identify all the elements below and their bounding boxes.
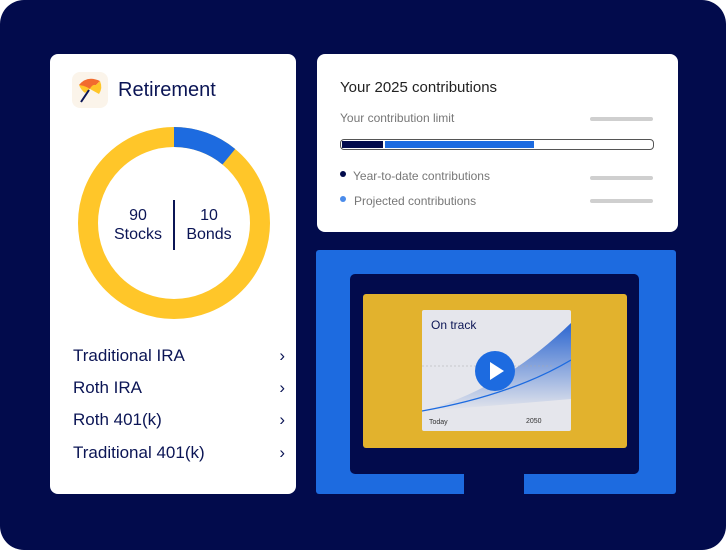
placeholder-value [590,199,653,203]
play-button[interactable] [475,351,515,391]
placeholder-value [590,176,653,180]
ytd-legend-dot [340,171,346,177]
account-traditional-ira[interactable]: Traditional IRA › [73,346,285,366]
chevron-right-icon: › [279,346,285,365]
contributions-card: Your 2025 contributions Your contributio… [317,54,678,232]
monitor-stand [464,474,524,494]
stocks-value: 90 [129,207,147,224]
account-roth-ira[interactable]: Roth IRA › [73,378,285,398]
chevron-right-icon: › [279,443,285,462]
contributions-title: Your 2025 contributions [340,79,498,96]
account-label: Roth 401(k) [73,410,162,429]
bonds-label: Bonds [186,226,232,243]
account-label: Traditional 401(k) [73,443,205,462]
retirement-card: Retirement 90 Stocks 10 Bonds Traditiona… [50,54,296,494]
video-title: On track [431,318,477,332]
limit-label: Your contribution limit [340,111,455,125]
account-roth-401k[interactable]: Roth 401(k) › [73,410,285,430]
divider [173,200,175,250]
bonds-arc [173,127,236,165]
projected-legend-label: Projected contributions [354,194,477,208]
x-end-label: 2050 [526,418,542,425]
umbrella-icon [72,72,108,108]
ytd-segment [342,141,386,148]
account-label: Roth IRA [73,378,142,397]
allocation-donut [78,127,270,319]
stocks-allocation: 90 Stocks [102,206,174,244]
ytd-legend-label: Year-to-date contributions [353,169,490,183]
contribution-progress-bar [340,139,654,150]
x-start-label: Today [429,419,448,426]
account-traditional-401k[interactable]: Traditional 401(k) › [73,443,285,463]
chevron-right-icon: › [279,378,285,397]
monitor-screen: On track Today 2050 [363,294,627,448]
play-icon [490,362,504,380]
bonds-allocation: 10 Bonds [176,206,242,244]
card-title: Retirement [118,79,216,101]
account-label: Traditional IRA [73,346,185,365]
projected-segment [342,141,534,148]
video-thumbnail[interactable]: On track Today 2050 [422,310,571,431]
bonds-value: 10 [200,207,218,224]
chevron-right-icon: › [279,410,285,429]
projected-legend-dot [340,196,346,202]
monitor: On track Today 2050 [350,274,639,474]
stocks-label: Stocks [113,226,162,243]
video-panel: On track Today 2050 [316,250,676,494]
placeholder-value [590,117,653,121]
